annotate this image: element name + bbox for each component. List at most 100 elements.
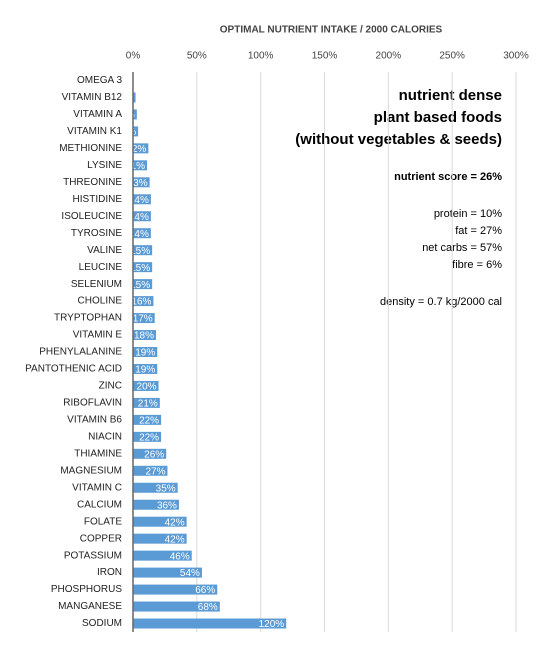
value-label: 13% xyxy=(128,178,148,189)
y-tick-label: CALCIUM xyxy=(77,499,122,510)
x-tick-label: 150% xyxy=(312,51,338,62)
annotation: fat = 27% xyxy=(455,225,502,237)
value-label: 21% xyxy=(138,399,158,410)
bar xyxy=(133,126,139,137)
bar xyxy=(133,414,162,425)
bar xyxy=(133,296,154,307)
value-label: 42% xyxy=(165,534,185,545)
value-label: 4% xyxy=(122,127,137,138)
bar xyxy=(133,380,159,391)
y-tick-label: PANTOTHENIC ACID xyxy=(25,364,122,375)
bar xyxy=(133,567,202,578)
value-label: 120% xyxy=(259,619,285,630)
y-tick-label: VALINE xyxy=(87,245,122,256)
bar xyxy=(133,194,151,205)
value-label: 15% xyxy=(130,246,150,257)
bar xyxy=(133,618,287,629)
value-label: 27% xyxy=(145,466,165,477)
y-tick-label: VITAMIN C xyxy=(72,482,122,493)
value-label: 17% xyxy=(133,314,153,325)
bar xyxy=(133,160,148,171)
value-label: 11% xyxy=(126,161,145,172)
x-tick-label: 50% xyxy=(187,51,207,62)
y-tick-label: SODIUM xyxy=(82,618,122,629)
y-tick-label: PHOSPHORUS xyxy=(51,584,122,595)
y-tick-label: LEUCINE xyxy=(79,262,123,273)
value-label: 19% xyxy=(135,348,155,359)
annotation: nutrient score = 26% xyxy=(394,171,502,183)
annotation: plant based foods xyxy=(374,109,502,126)
bar xyxy=(133,465,168,476)
annotation: protein = 10% xyxy=(434,208,502,220)
y-tick-label: TRYPTOPHAN xyxy=(54,313,122,324)
value-label: 16% xyxy=(131,297,151,308)
value-label: 68% xyxy=(198,602,218,613)
value-label: 22% xyxy=(139,432,159,443)
bar xyxy=(133,448,167,459)
annotation: fibre = 6% xyxy=(452,259,502,271)
y-tick-label: TYROSINE xyxy=(71,228,122,239)
bar xyxy=(133,313,155,324)
value-label: 54% xyxy=(180,568,200,579)
y-tick-label: MAGNESIUM xyxy=(60,465,122,476)
value-label: 15% xyxy=(130,280,150,291)
y-tick-label: VITAMIN E xyxy=(73,330,123,341)
y-tick-label: HISTIDINE xyxy=(73,194,123,205)
value-label: 3% xyxy=(120,110,135,121)
value-label: 46% xyxy=(170,551,190,562)
bar xyxy=(133,177,150,188)
annotation: net carbs = 57% xyxy=(422,242,502,254)
bar xyxy=(133,211,151,222)
chart-title: OPTIMAL NUTRIENT INTAKE / 2000 CALORIES xyxy=(220,25,443,36)
bar xyxy=(133,499,179,510)
bar xyxy=(133,431,162,442)
bar xyxy=(133,347,158,357)
value-label: 14% xyxy=(129,195,149,206)
bar xyxy=(133,143,149,154)
bar xyxy=(133,228,151,239)
y-tick-label: ZINC xyxy=(99,381,122,392)
x-tick-label: 100% xyxy=(248,51,274,62)
annotation: nutrient dense xyxy=(399,87,502,104)
value-label: 12% xyxy=(126,144,146,155)
value-label: 42% xyxy=(165,517,185,528)
y-tick-label: VITAMIN B12 xyxy=(62,92,123,103)
y-tick-label: METHIONINE xyxy=(59,143,122,154)
y-tick-label: VITAMIN A xyxy=(73,109,122,120)
bar xyxy=(133,397,160,408)
y-tick-label: VITAMIN B6 xyxy=(67,415,122,426)
value-label: 26% xyxy=(144,449,164,460)
bar xyxy=(133,550,192,561)
value-label: 14% xyxy=(129,229,149,240)
bar xyxy=(133,92,136,103)
annotation: (without vegetables & seeds) xyxy=(295,131,502,148)
y-tick-label: ISOLEUCINE xyxy=(61,211,122,222)
y-tick-label: POTASSIUM xyxy=(64,550,122,561)
y-tick-label: COPPER xyxy=(80,533,122,544)
value-label: 36% xyxy=(157,500,177,511)
bar xyxy=(133,533,187,544)
x-tick-label: 200% xyxy=(376,51,402,62)
bar xyxy=(133,109,137,120)
bar xyxy=(133,601,220,612)
annotations: nutrient dense plant based foods (without … xyxy=(295,87,502,308)
value-label: 14% xyxy=(129,212,149,223)
value-label: 22% xyxy=(139,416,159,427)
value-label: 66% xyxy=(195,585,215,596)
x-tick-label: 250% xyxy=(439,51,465,62)
value-label: 20% xyxy=(137,382,157,393)
bar xyxy=(133,482,178,493)
y-tick-label: CHOLINE xyxy=(78,296,123,307)
value-label: 18% xyxy=(134,331,154,342)
bar xyxy=(133,279,153,290)
annotation: density = 0.7 kg/2000 cal xyxy=(380,296,502,308)
y-tick-label: VITAMIN K1 xyxy=(67,126,122,137)
bar xyxy=(133,516,187,527)
y-tick-label: OMEGA 3 xyxy=(77,75,122,86)
x-tick-label: 0% xyxy=(126,51,141,62)
bar xyxy=(133,262,153,273)
bar xyxy=(133,330,156,341)
bar xyxy=(133,584,218,595)
bar xyxy=(133,363,158,374)
